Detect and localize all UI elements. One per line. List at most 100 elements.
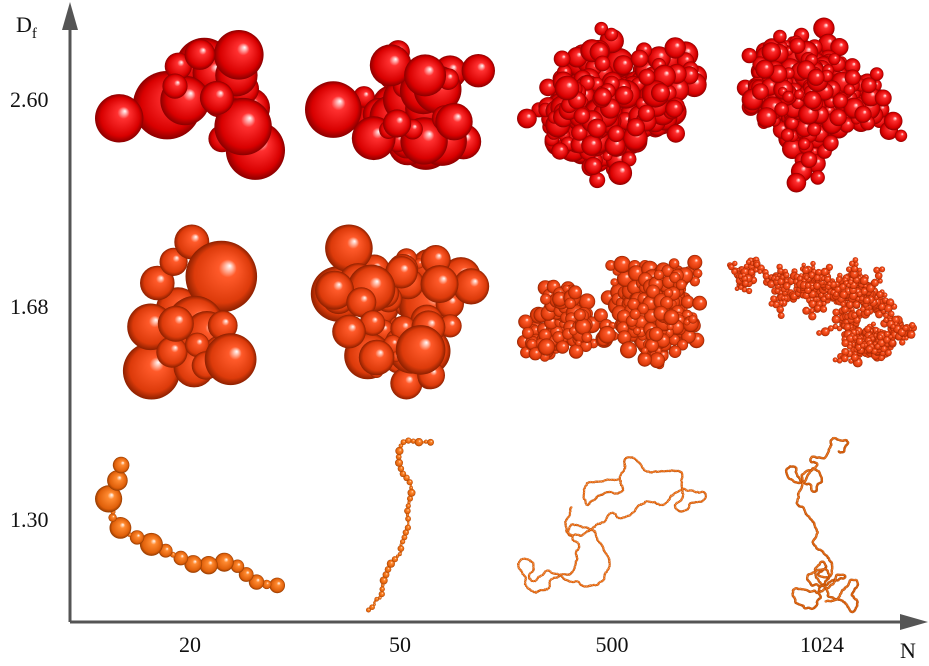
sphere [808,312,816,320]
sphere [664,310,680,326]
sphere [825,293,831,299]
sphere [598,326,616,344]
aggregate [517,255,707,369]
sphere [453,268,489,304]
sphere [876,291,883,298]
sphere [415,438,423,446]
sphere [844,84,856,96]
sphere [427,439,434,446]
sphere [654,270,664,280]
sphere [864,326,871,333]
sphere [676,279,687,290]
sphere [762,42,781,61]
sphere [821,327,830,336]
sphere [575,340,581,346]
column-label: 20 [179,632,201,657]
sphere [688,315,697,324]
sphere [665,37,686,58]
sphere [405,438,411,444]
sphere [805,282,811,288]
sphere [794,90,804,100]
sphere [820,306,827,313]
sphere [613,55,633,75]
sphere [823,135,839,151]
sphere [802,267,810,275]
sphere [840,291,848,299]
sphere [885,349,892,356]
sphere [633,327,641,335]
sphere [631,50,649,68]
y-label-sub: f [32,26,37,42]
sphere [687,255,702,270]
sphere [651,471,654,474]
sphere [593,88,611,106]
sphere [807,122,821,136]
sphere [200,81,234,115]
sphere [518,315,533,330]
sphere [158,306,194,342]
sphere [871,279,879,287]
sphere [649,327,664,342]
sphere [395,447,403,455]
row-label: 1.68 [10,294,49,319]
sphere [398,545,405,552]
sphere [405,525,411,531]
sphere [851,354,859,362]
y-axis-label: Df [16,12,37,42]
sphere [756,107,777,128]
y-label-main: D [16,12,32,37]
sphere [829,109,846,126]
sphere [587,119,606,138]
sphere [435,103,472,140]
sphere [692,296,707,311]
sphere [570,506,572,508]
sphere [174,551,189,566]
sphere [863,297,870,304]
sphere [907,330,915,338]
sphere [608,161,632,185]
sphere [744,264,749,269]
sphere [404,54,446,96]
sphere [854,106,871,123]
aggregate [305,40,495,170]
sphere [556,341,569,354]
sphere [782,91,794,103]
sphere [199,556,217,574]
sphere [95,94,143,142]
sphere [895,130,907,142]
sphere [575,318,591,334]
sphere [783,272,789,278]
sphere [742,48,757,63]
aggregates [95,18,917,614]
sphere [888,311,894,317]
sphere [816,330,822,336]
sphere [825,600,827,602]
sphere [608,561,611,564]
sphere [879,266,885,272]
sphere [877,334,883,340]
row-label: 1.30 [10,507,49,532]
x-axis-label: N [900,638,916,661]
sphere [130,530,144,544]
sphere [873,267,880,274]
sphere [832,315,841,324]
aggregate [311,225,489,400]
sphere [755,60,774,79]
sphere [801,151,818,168]
sphere [524,581,526,583]
sphere [884,318,889,323]
sphere [902,337,905,340]
aggregate [517,456,707,594]
sphere [538,339,555,356]
sphere [857,268,862,273]
aggregate [366,438,434,613]
sphere [864,309,871,316]
sphere [569,344,583,358]
sphere [574,108,591,125]
sphere [828,53,840,65]
aggregate [785,437,859,613]
column-label: 500 [596,632,629,657]
sphere [775,288,781,294]
row-label: 2.60 [10,87,49,112]
sphere [681,295,694,308]
